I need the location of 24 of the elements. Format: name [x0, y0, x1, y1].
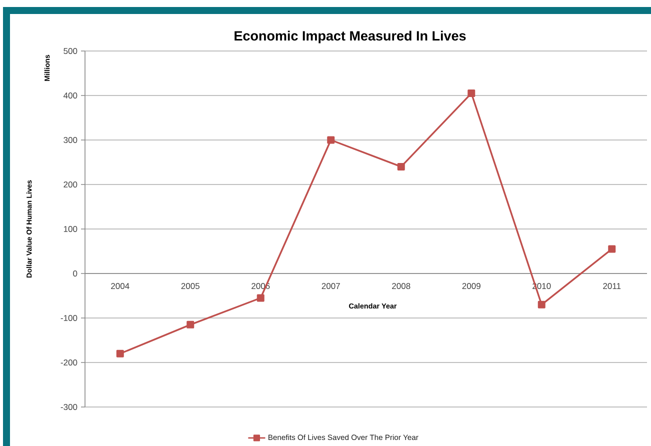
x-tick-label: 2004 — [111, 283, 130, 290]
point — [327, 136, 335, 144]
x-tick-label: 2011 — [603, 283, 621, 290]
y-tick-label: 0 — [73, 270, 78, 277]
y-tick-label: -200 — [60, 359, 78, 366]
point — [468, 90, 476, 98]
y-tick-label: 100 — [64, 226, 78, 232]
y-tick-label: 500 — [64, 48, 78, 54]
point — [538, 300, 546, 308]
y-tick-label: -300 — [60, 404, 78, 410]
point — [256, 294, 264, 302]
y-tick-label: 400 — [63, 92, 78, 99]
x-tick-label: 2008 — [392, 283, 410, 290]
chart-title: Economic Impact Measured In Lives — [234, 30, 466, 44]
y-tick-label: 300 — [64, 136, 78, 144]
x-tick-label: 2007 — [322, 283, 340, 290]
point — [397, 162, 405, 170]
y-tick-label: -100 — [60, 314, 78, 322]
point — [186, 320, 194, 328]
point — [608, 245, 616, 253]
point — [116, 350, 124, 358]
x-tick-label: 2009 — [462, 283, 480, 290]
y-tick-label: 200 — [64, 181, 78, 188]
x-tick-label: 2005 — [181, 283, 200, 290]
